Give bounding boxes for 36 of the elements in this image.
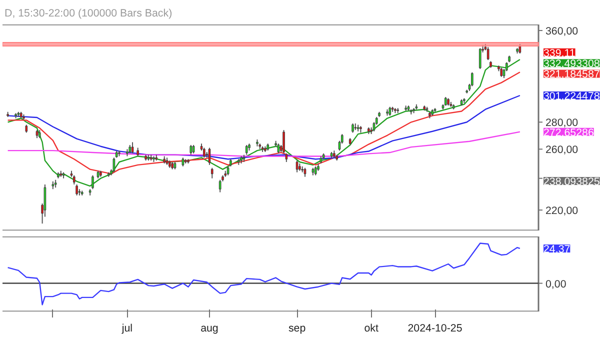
candlestick: [210, 167, 214, 179]
candlestick: [282, 130, 285, 154]
candlestick: [76, 184, 78, 196]
y-tick-label: 220,00: [546, 205, 578, 218]
x-tick-label: 2024-10-25: [408, 322, 462, 334]
candlestick: [352, 122, 354, 134]
candlestick: [190, 144, 192, 156]
ref-line-label: 0,00: [546, 278, 566, 290]
candlestick: [92, 174, 94, 190]
annotation: 321,184587: [544, 68, 600, 81]
line-series: [7, 58, 521, 187]
candlestick: [486, 46, 490, 61]
candlestick: [72, 174, 76, 185]
candlestick: [245, 144, 248, 156]
candlestick: [218, 179, 222, 193]
line-series: [7, 72, 521, 174]
text: 238,093825: [544, 176, 600, 188]
y-tick-label: 260,00: [546, 144, 578, 156]
candlestick: [277, 143, 280, 154]
chart-title: D, 15:30-22:00 (100000 Bars Back): [4, 8, 172, 20]
annotation: 272,65286: [544, 126, 594, 139]
annotation: 301,224478: [544, 90, 600, 103]
annotation: 24,37: [544, 243, 570, 256]
candlestick: [471, 72, 474, 87]
candlestick: [131, 142, 134, 154]
annotation: 339,11: [544, 47, 576, 60]
x-tick-label: sep: [288, 322, 306, 334]
y-tick-label: 360,00: [546, 26, 578, 38]
x-tick-label: aug: [200, 322, 218, 334]
x-tick-label: jul: [120, 322, 133, 334]
y-tick-label: 280,00: [546, 117, 578, 130]
candlestick: [203, 147, 206, 158]
candlestick: [478, 48, 482, 70]
x-tick-label: okt: [364, 322, 378, 334]
candlestick: [500, 67, 503, 78]
annotation: 332,493308: [544, 58, 600, 70]
